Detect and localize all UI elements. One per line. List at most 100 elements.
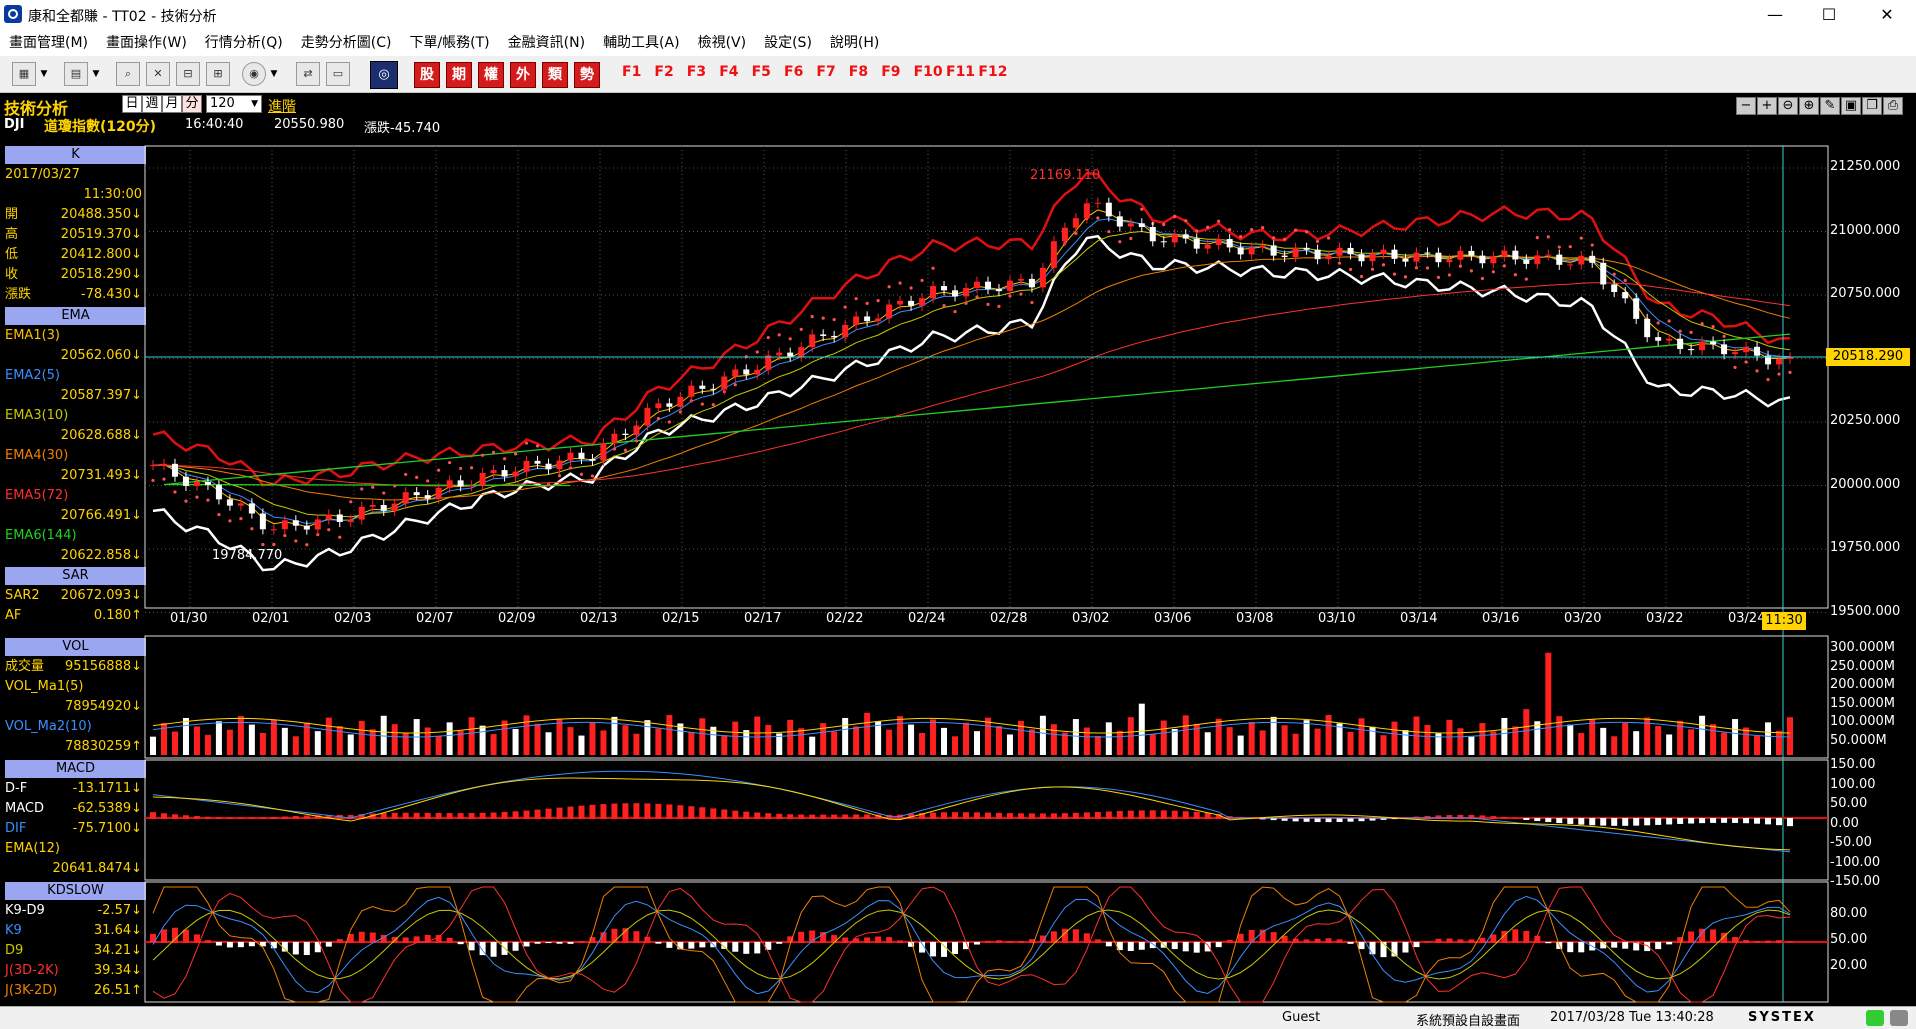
sar-dot xyxy=(1392,272,1397,276)
save-icon[interactable]: ▣ xyxy=(1841,97,1861,115)
tile-icon[interactable]: ⊞ xyxy=(206,62,230,86)
kd-histogram-bar xyxy=(1105,942,1112,947)
globe-icon[interactable]: ◉ xyxy=(242,62,266,86)
sar-dot xyxy=(151,478,155,483)
menu-settings[interactable]: 設定(S) xyxy=(764,35,812,51)
fkey-f9[interactable]: F9 xyxy=(881,64,901,80)
maximize-button[interactable]: ☐ xyxy=(1821,5,1837,24)
sar-dot xyxy=(1096,216,1100,220)
macd-histogram-bar xyxy=(182,815,189,819)
trend-button[interactable]: 勢 xyxy=(574,62,600,88)
draw-tool-icon[interactable]: ✎ xyxy=(1820,97,1840,115)
layout-icon[interactable]: ▦ xyxy=(12,62,36,86)
print-icon[interactable]: ⎙ xyxy=(1883,97,1903,115)
macd-histogram-bar xyxy=(1534,818,1541,822)
kd-histogram-bar xyxy=(1006,940,1013,943)
kd-histogram-bar xyxy=(1248,930,1255,943)
stock-button[interactable]: 股 xyxy=(414,62,440,88)
candle-body xyxy=(1567,264,1574,266)
candle-body xyxy=(589,459,596,461)
kd-histogram-bar xyxy=(1545,942,1552,944)
macd-histogram-bar xyxy=(644,803,651,819)
fkey-f1[interactable]: F1 xyxy=(622,64,642,80)
sar-dot xyxy=(1546,235,1550,239)
fkey-f3[interactable]: F3 xyxy=(686,64,707,80)
menu-help[interactable]: 說明(H) xyxy=(829,35,880,51)
panel-title-ema[interactable]: EMA xyxy=(5,307,146,325)
chevron-down-icon[interactable]: ▼ xyxy=(270,69,278,79)
save-layout-icon[interactable]: ▤ xyxy=(64,62,88,86)
technical-chart[interactable] xyxy=(0,0,1916,1006)
magnify-minus-icon[interactable]: ⊖ xyxy=(1778,97,1798,115)
panel-title-macd[interactable]: MACD xyxy=(5,760,146,778)
fkey-f6[interactable]: F6 xyxy=(784,64,804,80)
kd-row-4: J(3K-2D) 26.51↑ xyxy=(5,981,142,1001)
fkey-f12[interactable]: F12 xyxy=(978,64,1008,80)
date-axis-label: 03/20 xyxy=(1564,611,1602,626)
systex-icon[interactable]: ◎ xyxy=(370,61,398,89)
options-button[interactable]: 權 xyxy=(478,62,504,88)
search-icon[interactable]: ⌕ xyxy=(116,62,140,86)
copy-icon[interactable]: ❐ xyxy=(1862,97,1882,115)
menu-quote-analysis[interactable]: 行情分析(Q) xyxy=(204,35,283,51)
chevron-down-icon[interactable]: ▼ xyxy=(40,69,48,79)
candle-body xyxy=(1314,249,1321,260)
volume-bar xyxy=(886,729,893,755)
panel-title-sar[interactable]: SAR xyxy=(5,567,146,585)
macd-histogram-bar xyxy=(600,804,607,819)
zoom-in-icon[interactable]: + xyxy=(1757,97,1777,115)
fkey-f7[interactable]: F7 xyxy=(816,64,836,80)
period-week-button[interactable]: 週 xyxy=(142,95,162,113)
panel-title-vol[interactable]: VOL xyxy=(5,638,146,656)
link-icon[interactable]: ⇄ xyxy=(296,62,320,86)
fkey-f10[interactable]: F10 xyxy=(913,64,943,80)
magnify-plus-icon[interactable]: ⊕ xyxy=(1799,97,1819,115)
volume-bar xyxy=(600,730,607,755)
zoom-out-icon[interactable]: − xyxy=(1736,97,1756,115)
price-axis-label: 19750.000 xyxy=(1830,540,1901,555)
k-row-1-value: 20519.370↓ xyxy=(60,227,142,242)
sar-dot xyxy=(415,475,419,479)
volume-bar xyxy=(1688,729,1695,755)
vol-ma2-line xyxy=(152,721,1791,738)
kd-histogram-bar xyxy=(611,928,618,943)
futures-button[interactable]: 期 xyxy=(446,62,472,88)
menu-tools[interactable]: 輔助工具(A) xyxy=(603,35,680,51)
period-month-button[interactable]: 月 xyxy=(162,95,182,113)
menu-screen-operation[interactable]: 畫面操作(W) xyxy=(106,35,187,51)
category-button[interactable]: 類 xyxy=(542,62,568,88)
chevron-down-icon: ▼ xyxy=(251,99,258,109)
panel-title-kdslow[interactable]: KDSLOW xyxy=(5,882,146,900)
fkey-f4[interactable]: F4 xyxy=(719,64,739,80)
kd-histogram-bar xyxy=(1391,942,1398,957)
panel-title-k[interactable]: K xyxy=(5,146,146,164)
macd-histogram-bar xyxy=(204,816,211,819)
window-split-icon[interactable]: ⊟ xyxy=(176,62,200,86)
fkey-f5[interactable]: F5 xyxy=(751,64,771,80)
sar-dot xyxy=(1326,236,1331,240)
sar-dot xyxy=(1217,219,1221,223)
menu-financial-info[interactable]: 金融資訊(N) xyxy=(507,35,586,51)
foreign-button[interactable]: 外 xyxy=(510,62,536,88)
period-count-select[interactable]: 120 ▼ xyxy=(206,95,262,113)
monitor-icon[interactable]: ▭ xyxy=(326,62,350,86)
menu-order-account[interactable]: 下單/帳務(T) xyxy=(409,35,490,51)
menu-view[interactable]: 檢視(V) xyxy=(697,35,747,51)
volume-bar xyxy=(677,723,684,755)
minimize-button[interactable]: — xyxy=(1767,5,1783,24)
candle-body xyxy=(259,513,266,530)
chevron-down-icon[interactable]: ▼ xyxy=(92,69,100,79)
fkey-f11[interactable]: F11 xyxy=(946,64,976,80)
period-day-button[interactable]: 日 xyxy=(122,95,142,113)
fkey-f8[interactable]: F8 xyxy=(848,64,869,80)
close-button[interactable]: ✕ xyxy=(1880,5,1894,24)
advanced-link[interactable]: 進階 xyxy=(268,99,296,115)
close-window-icon[interactable]: ✕ xyxy=(146,62,170,86)
fkey-f2[interactable]: F2 xyxy=(654,64,674,80)
kd-histogram-bar xyxy=(1149,942,1156,949)
kd-histogram-bar xyxy=(369,932,376,943)
menu-screen-management[interactable]: 畫面管理(M) xyxy=(9,35,89,51)
vol-row-1-value: 78954920↓ xyxy=(64,699,142,714)
period-minute-button[interactable]: 分 xyxy=(182,95,202,113)
menu-trend-chart[interactable]: 走勢分析圖(C) xyxy=(300,35,392,51)
